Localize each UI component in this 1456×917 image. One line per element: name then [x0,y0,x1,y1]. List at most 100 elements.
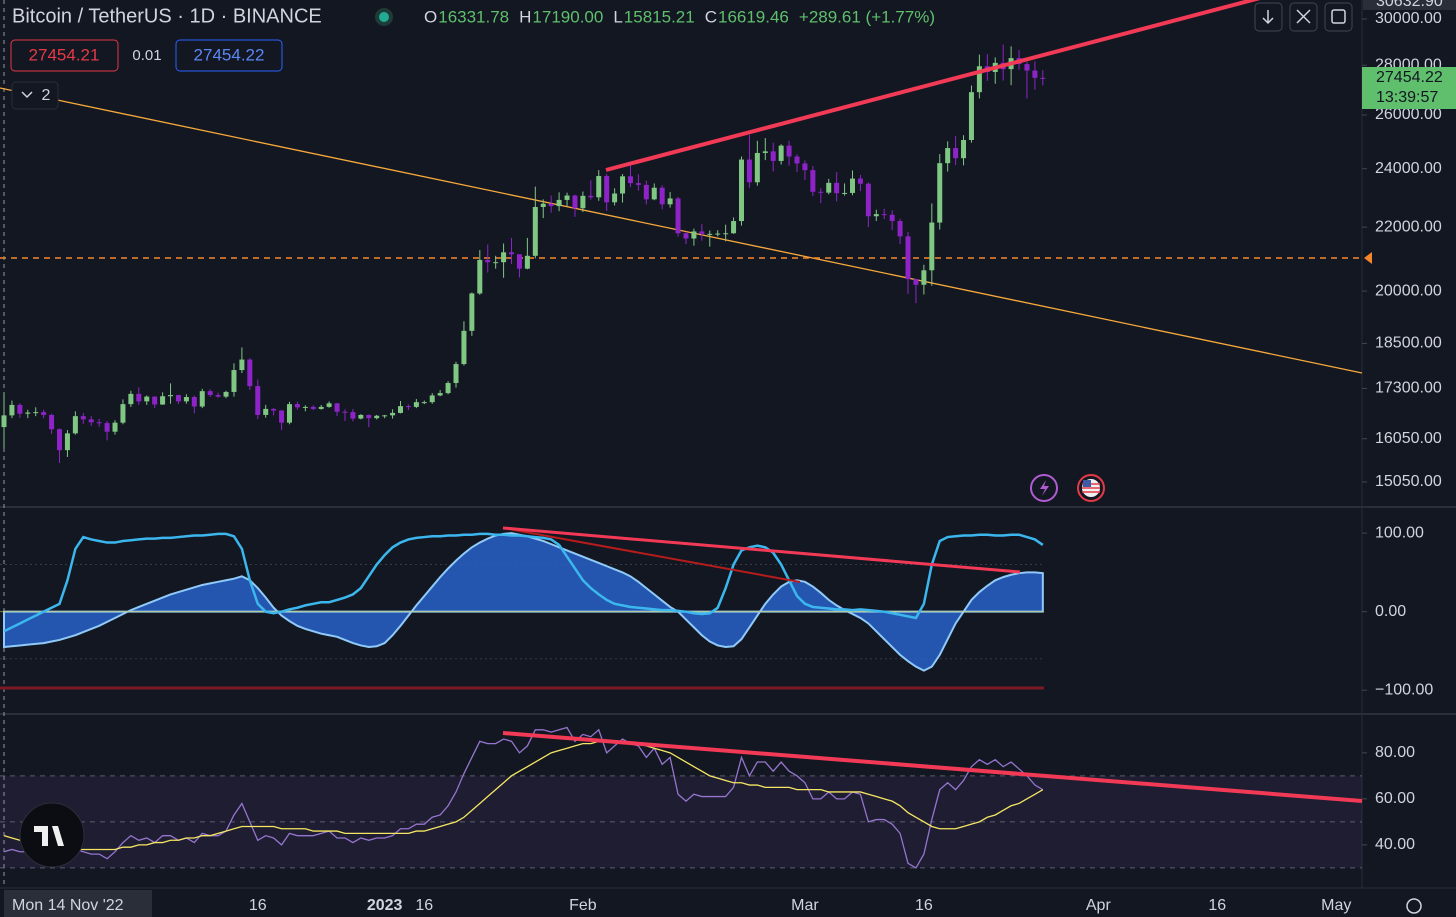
x-tick-label: 16 [415,897,433,914]
candle-body [738,159,744,222]
candle-body [1040,77,1046,79]
candle-body [596,176,602,198]
candle-body [382,415,388,417]
x-tick-label: 2023 [367,897,403,914]
candle-body [239,359,245,371]
candle-body [294,404,300,408]
candle-body [477,259,483,294]
candle-body [627,176,633,184]
candle-body [358,414,364,419]
candle-body [9,404,15,416]
y-tick-label: 22000.00 [1375,218,1442,235]
candle-body [580,195,586,209]
candle-body [350,412,356,419]
candle-body [88,419,94,423]
candle-body [302,406,308,408]
sell-price: 27454.21 [29,45,100,64]
y-tick-label: 0.00 [1375,603,1406,620]
y-tick-label: 40.00 [1375,836,1415,853]
y-tick-label: 20000.00 [1375,282,1442,299]
buy-box[interactable] [175,39,283,72]
candle-body [41,412,47,415]
status-dot [379,12,389,22]
candle-body [707,233,713,235]
candle-body [271,408,277,411]
sell-box[interactable] [10,39,119,72]
candle-body [144,396,150,402]
candles [1,44,1046,464]
divergence-line [502,526,1021,574]
flag-canton [1083,480,1091,487]
candle-body [25,412,31,414]
candle-body [731,221,737,234]
candle-body [405,406,411,408]
candle-body [850,178,856,193]
x-tick-label: 16 [249,897,267,914]
candle-body [17,404,23,414]
settings-icon[interactable] [1406,898,1422,914]
candle-body [493,262,499,264]
candle-body [247,359,253,387]
buy-price: 27454.22 [194,45,265,64]
candle-body [96,422,102,424]
candle-body [524,255,530,269]
candle-body [834,182,840,194]
fullscreen-button[interactable] [1324,2,1353,32]
candle-body [810,170,816,192]
candle-body [160,396,166,405]
candle-body [516,254,522,269]
y-tick-label: 16050.00 [1375,430,1442,447]
candle-body [398,406,403,413]
ohlc-legend: O 16331.78 H 17190.00 L 15815.21 C 16619.46 +289… [424,7,935,26]
candle-body [667,198,673,205]
tv-logo[interactable] [19,802,85,868]
ohlc-label: O [424,7,437,26]
wave-line [3,532,1044,633]
candle-body [255,386,261,415]
candle-body [215,395,221,397]
candle-body [72,416,78,434]
ohlc-label: H [519,7,531,26]
candle-body [620,176,626,194]
rsi-ma-line [3,740,1044,851]
candle-body [1032,70,1038,78]
candle-body [540,203,546,207]
candle-body [318,406,324,409]
rsi-background [0,775,1362,869]
candle-body [675,198,681,234]
candle-body [691,231,697,239]
fullscreen-icon [1331,9,1346,24]
last-price: 27454.22 [1376,69,1443,86]
candle-body [842,192,848,194]
y-tick-label: 17300.00 [1375,380,1442,397]
y-tick-label: 24000.00 [1375,160,1442,177]
candle-body [961,139,967,159]
y-tick-label: 15050.00 [1375,473,1442,490]
candle-body [945,148,951,164]
candle-body [802,163,808,171]
candle-body [635,183,641,185]
ohlc-value: 16619.46 [718,7,789,26]
crosshair-time-box [4,890,152,917]
candle-body [136,393,142,402]
candle-body [937,163,943,223]
y-tick-label: 80.00 [1375,744,1415,761]
collapse-button[interactable] [11,81,59,110]
candle-body [532,206,538,256]
candle-body [778,145,784,161]
alert-marker [1364,252,1372,264]
candle-body [152,396,158,405]
candle-body [857,178,863,184]
candle-body [723,233,729,235]
x-tick-label: 16 [1208,897,1226,914]
x-tick-label: 16 [915,897,933,914]
candle-body [310,406,316,409]
candle-body [128,393,134,405]
candle-body [889,214,895,222]
candle-body [334,403,340,412]
symbol-title: Bitcoin / TetherUS · 1D · BINANCE [12,5,322,27]
candle-body [1,415,7,428]
candle-body [794,156,800,164]
